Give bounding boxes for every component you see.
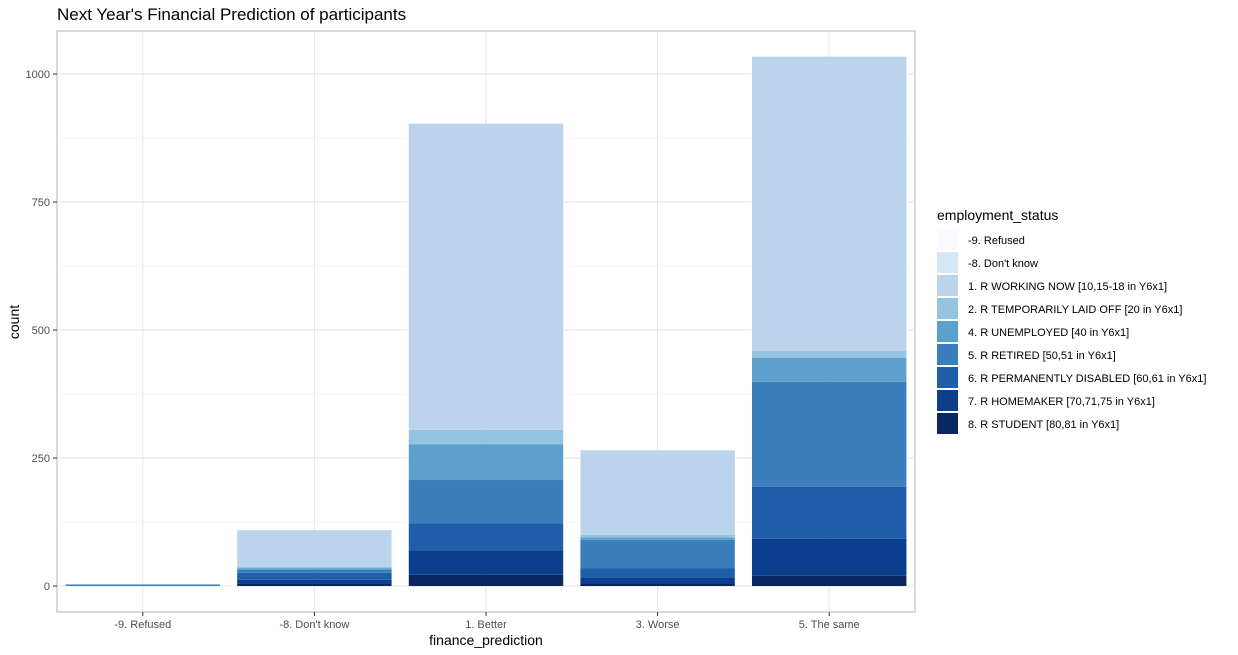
legend-label: 6. R PERMANENTLY DISABLED [60,61 in Y6x1…	[968, 373, 1206, 385]
legend-label: -8. Don't know	[968, 258, 1038, 270]
legend-key	[937, 321, 958, 342]
bar-segment	[580, 537, 735, 540]
bar-segment	[237, 572, 392, 580]
legend-title: employment_status	[937, 207, 1058, 223]
legend-key	[937, 367, 958, 388]
x-axis-title: finance_prediction	[429, 632, 543, 648]
bar-segment	[408, 523, 564, 551]
bar-segment	[237, 583, 392, 586]
bar-segment	[580, 583, 735, 586]
bar-segment	[751, 350, 907, 358]
bar-segment	[580, 539, 735, 569]
bar-segment	[65, 584, 221, 586]
bar-segment	[751, 486, 907, 539]
legend-key	[937, 229, 958, 250]
bar-segment	[237, 569, 392, 573]
legend-key	[937, 252, 958, 273]
legend-key	[937, 344, 958, 365]
bar-segment	[408, 574, 564, 586]
bar-segment	[408, 480, 564, 524]
legend-label: 7. R HOMEMAKER [70,71,75 in Y6x1]	[968, 396, 1155, 408]
bar-segment	[751, 357, 907, 382]
bar-segment	[580, 534, 735, 538]
bar-segment	[237, 567, 392, 569]
legend-label: 5. R RETIRED [50,51 in Y6x1]	[968, 350, 1116, 362]
bar-segment	[408, 550, 564, 575]
legend-label: 4. R UNEMPLOYED [40 in Y6x1]	[968, 327, 1129, 339]
legend-key	[937, 298, 958, 319]
legend-label: 8. R STUDENT [80,81 in Y6x1]	[968, 419, 1119, 431]
bar-segment	[751, 56, 907, 351]
x-tick-label: 5. The same	[799, 619, 860, 631]
bar-segment	[751, 538, 907, 576]
y-tick-label: 0	[44, 581, 50, 593]
legend-key	[937, 275, 958, 296]
bar-segment	[751, 381, 907, 487]
y-tick-label: 250	[32, 453, 50, 465]
x-tick-label: 1. Better	[465, 619, 507, 631]
legend-key	[937, 390, 958, 411]
bar-segment	[580, 577, 735, 584]
bar-segment	[408, 429, 564, 445]
bar-segment	[408, 444, 564, 481]
bar-segment	[580, 450, 735, 535]
y-tick-label: 750	[32, 197, 50, 209]
legend-label: -9. Refused	[968, 235, 1025, 247]
bar-segment	[237, 530, 392, 568]
bar-segment	[237, 568, 392, 570]
plot-area: 0 250 500 750 1000 -9. Refused -8. Don't know 1…	[26, 30, 916, 631]
legend: employment_status -9. Refused -8. Don't k…	[937, 207, 1206, 434]
y-axis-title: count	[6, 305, 22, 339]
legend-key	[937, 413, 958, 434]
x-tick-label: -9. Refused	[114, 619, 171, 631]
bar-segment	[580, 568, 735, 578]
legend-label: 2. R TEMPORARILY LAID OFF [20 in Y6x1]	[968, 304, 1182, 316]
chart-title: Next Year's Financial Prediction of part…	[57, 5, 406, 24]
y-tick-label: 500	[32, 325, 50, 337]
x-tick-label: 3. Worse	[636, 619, 680, 631]
x-tick-label: -8. Don't know	[279, 619, 349, 631]
bar-segment	[751, 575, 907, 586]
legend-label: 1. R WORKING NOW [10,15-18 in Y6x1]	[968, 281, 1167, 293]
y-tick-label: 1000	[26, 69, 50, 81]
bar-segment	[237, 579, 392, 584]
bar-segment	[408, 123, 564, 430]
